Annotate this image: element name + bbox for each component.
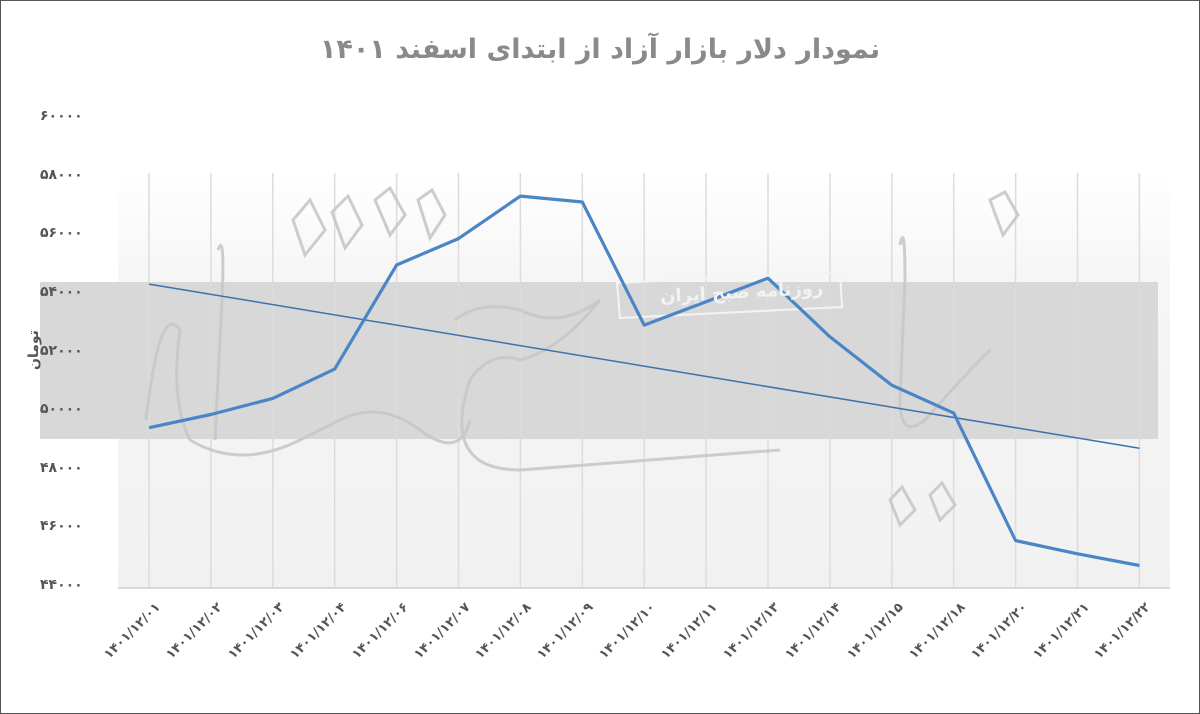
price-line bbox=[148, 194, 1140, 568]
y-tick-label: ۴۶۰۰۰ bbox=[40, 518, 83, 535]
y-tick-label: ۵۴۰۰۰ bbox=[40, 283, 83, 300]
watermark-logo bbox=[144, 185, 1020, 528]
watermark-brand-box bbox=[615, 270, 844, 320]
y-tick-label: ۵۸۰۰۰ bbox=[40, 166, 83, 183]
y-tick-label: ۴۴۰۰۰ bbox=[40, 577, 83, 593]
watermark-band bbox=[40, 282, 1158, 439]
y-tick-label: ۴۸۰۰۰ bbox=[40, 459, 83, 476]
chart-title: نمودار دلار بازار آزاد از ابتدای اسفند ۱… bbox=[319, 34, 881, 65]
y-tick-label: ۵۲۰۰۰ bbox=[40, 342, 83, 359]
trendline bbox=[148, 283, 1140, 449]
y-tick-label: ۵۰۰۰۰ bbox=[40, 401, 83, 418]
y-tick-label: ۵۶۰۰۰ bbox=[40, 225, 83, 242]
y-tick-label: ۶۰۰۰۰ bbox=[40, 108, 83, 124]
vertical-gridlines bbox=[148, 173, 1141, 588]
